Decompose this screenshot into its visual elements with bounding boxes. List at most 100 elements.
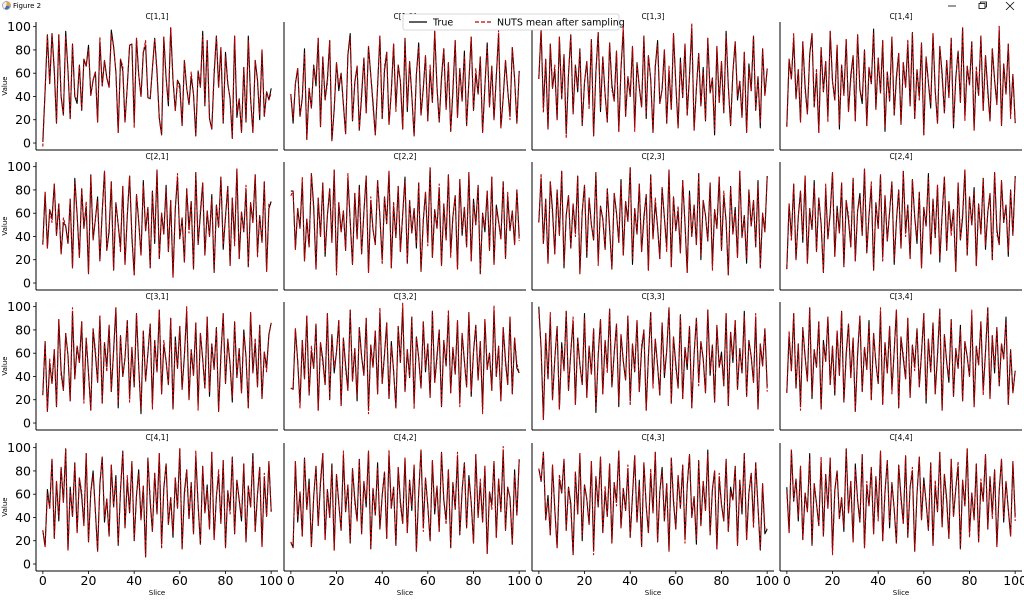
series-nuts-line: [538, 450, 768, 556]
minimize-icon[interactable]: [938, 0, 966, 12]
subplot-title: C[4,2]: [393, 433, 416, 442]
series-nuts-line: [42, 27, 272, 147]
subplot-title: C[4,4]: [889, 433, 912, 442]
y-tick-label: 80: [15, 322, 31, 337]
y-tick-label: 0: [23, 276, 31, 291]
x-tick-label: 100: [259, 573, 283, 588]
series-true-line: [538, 167, 768, 276]
y-tick-label: 40: [15, 510, 31, 525]
y-axis-label: Value: [1, 216, 9, 235]
y-tick-label: 0: [23, 416, 31, 431]
subplot-panel: C[4,2] 0 20 40 60 80 100 Slice: [283, 433, 531, 597]
subplot-panel: C[1,1] 0 20 40 60 80 100 Value: [1, 12, 278, 151]
y-axis-label: Value: [1, 497, 9, 516]
x-tick-label: 60: [420, 573, 436, 588]
legend: True NUTS mean after sampling: [402, 13, 625, 31]
x-tick-label: 20: [81, 573, 97, 588]
x-tick-label: 20: [329, 573, 345, 588]
window-title: Figure 2: [13, 2, 42, 10]
x-tick-label: 100: [755, 573, 779, 588]
x-tick-label: 60: [172, 573, 188, 588]
subplot-panel: C[2,4]: [779, 152, 1022, 291]
y-tick-label: 100: [7, 159, 31, 174]
x-tick-label: 80: [962, 573, 978, 588]
series-nuts-line: [290, 445, 520, 555]
subplot-panel: C[4,4] 0 20 40 60 80 100 Slice: [779, 433, 1024, 597]
subplot-panel: C[2,1] 0 20 40 60 80 100 Value: [1, 152, 278, 291]
subplot-panel: C[3,1] 0 20 40 60 80 100 Value: [1, 292, 278, 431]
subplot-title: C[3,2]: [393, 292, 416, 301]
series-true-line: [290, 30, 520, 142]
y-tick-label: 0: [23, 136, 31, 151]
subplot-title: C[4,1]: [145, 433, 168, 442]
x-tick-label: 0: [39, 573, 47, 588]
subplot-panel: C[3,4]: [779, 292, 1022, 431]
y-tick-label: 40: [15, 369, 31, 384]
x-tick-label: 40: [126, 573, 142, 588]
y-tick-label: 40: [15, 229, 31, 244]
series-nuts-line: [786, 24, 1016, 136]
y-tick-label: 20: [15, 533, 31, 548]
subplot-panel: C[4,3] 0 20 40 60 80 100 Slice: [531, 433, 779, 597]
y-tick-label: 20: [15, 392, 31, 407]
close-icon[interactable]: [996, 0, 1024, 12]
series-nuts-line: [538, 307, 768, 421]
series-nuts-line: [42, 306, 272, 412]
x-tick-label: 100: [507, 573, 531, 588]
y-tick-label: 20: [15, 112, 31, 127]
y-tick-label: 80: [15, 463, 31, 478]
y-tick-label: 80: [15, 42, 31, 57]
x-axis-label: Slice: [645, 589, 662, 597]
subplot-title: C[3,1]: [145, 292, 168, 301]
y-tick-label: 0: [23, 557, 31, 572]
series-nuts-line: [42, 168, 272, 278]
x-tick-label: 20: [825, 573, 841, 588]
legend-box: [402, 13, 620, 31]
subplot-panel: C[2,3]: [531, 152, 774, 291]
subplot-panel: C[1,2]: [283, 12, 526, 151]
y-tick-label: 60: [15, 487, 31, 502]
x-tick-label: 0: [783, 573, 791, 588]
y-tick-label: 80: [15, 182, 31, 197]
subplot-title: C[2,4]: [889, 152, 912, 161]
x-tick-label: 20: [577, 573, 593, 588]
x-tick-label: 80: [466, 573, 482, 588]
x-tick-label: 40: [374, 573, 390, 588]
matplotlib-icon: [2, 1, 11, 10]
subplot-panel: C[4,1] 0 20 40 60 80 100 Value 0 20 40 60 80 100 Slice: [1, 433, 283, 597]
series-nuts-line: [42, 448, 272, 558]
subplot-panel: C[2,2]: [283, 152, 526, 291]
series-true-line: [42, 307, 272, 415]
subplot-title: C[1,3]: [641, 12, 664, 21]
subplot-title: C[3,4]: [889, 292, 912, 301]
x-axis-label: Slice: [397, 589, 414, 597]
y-tick-label: 60: [15, 206, 31, 221]
x-tick-label: 80: [714, 573, 730, 588]
subplot-title: C[2,1]: [145, 152, 168, 161]
subplot-title: C[2,3]: [641, 152, 664, 161]
series-nuts-line: [290, 29, 520, 142]
legend-label-true: True: [432, 18, 453, 29]
y-tick-label: 100: [7, 440, 31, 455]
x-tick-label: 40: [870, 573, 886, 588]
subplot-title: C[3,3]: [641, 292, 664, 301]
series-nuts-line: [538, 22, 768, 139]
x-axis-label: Slice: [149, 589, 166, 597]
subplot-panel: C[3,2]: [283, 292, 526, 431]
series-nuts-line: [290, 167, 520, 276]
subplot-title: C[2,2]: [393, 152, 416, 161]
x-tick-label: 60: [916, 573, 932, 588]
series-nuts-line: [290, 302, 520, 415]
x-tick-label: 0: [287, 573, 295, 588]
x-axis-label: Slice: [893, 589, 910, 597]
y-tick-label: 100: [7, 299, 31, 314]
x-tick-label: 40: [622, 573, 638, 588]
series-nuts-line: [786, 307, 1016, 412]
subplot-title: C[1,4]: [889, 12, 912, 21]
y-tick-label: 20: [15, 252, 31, 267]
maximize-icon[interactable]: [968, 0, 996, 12]
x-tick-label: 80: [218, 573, 234, 588]
subplot-panel: C[3,3]: [531, 292, 774, 431]
subplot-title: C[4,3]: [641, 433, 664, 442]
series-nuts-line: [786, 168, 1016, 274]
